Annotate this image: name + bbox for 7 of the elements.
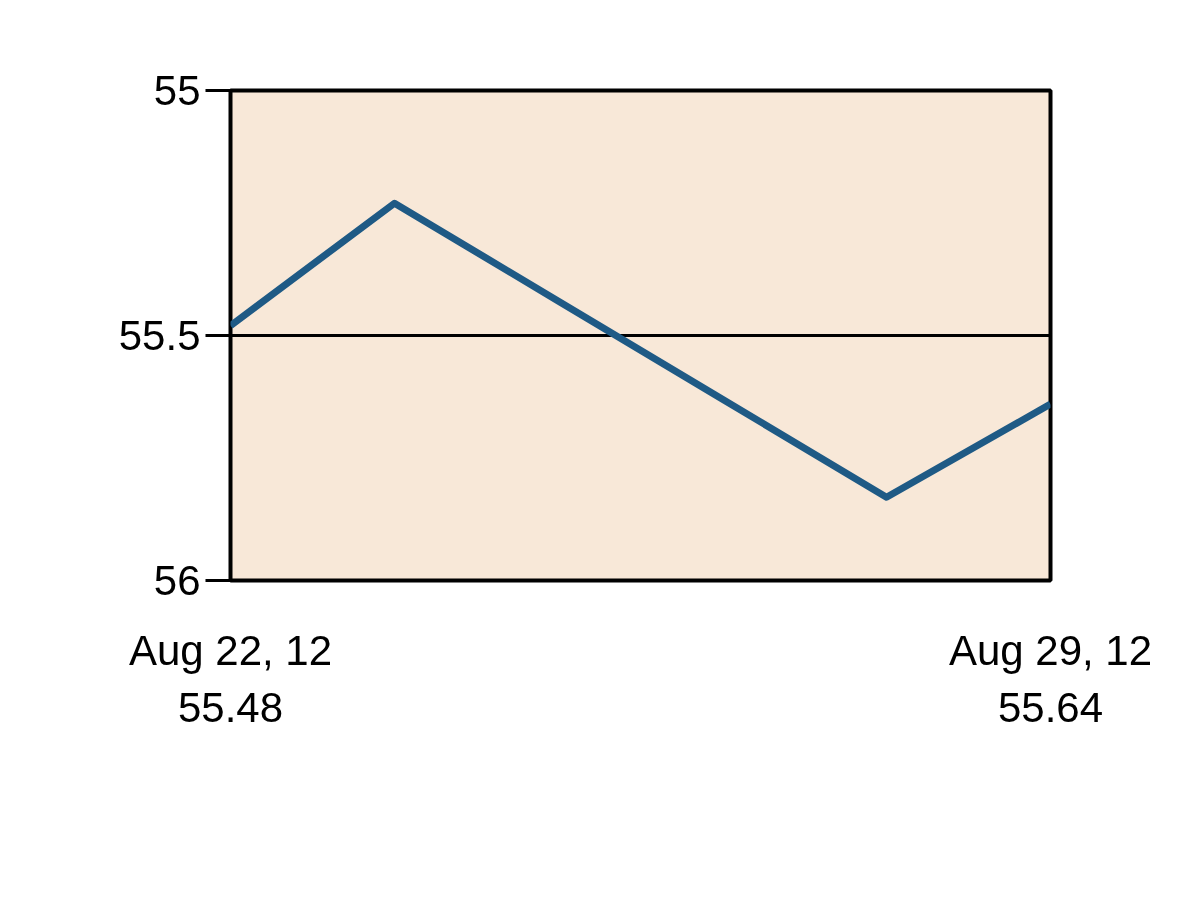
data-label: 55.64 [997,683,1104,731]
y-tick-label: 55.5 [118,312,201,359]
x-tick-label: Aug 29, 12 [948,626,1153,674]
y-tick-label: 56 [153,557,201,604]
data-label: 55.48 [177,683,284,731]
y-tick-label: 55 [153,67,201,114]
x-tick-label: Aug 22, 12 [128,626,333,674]
